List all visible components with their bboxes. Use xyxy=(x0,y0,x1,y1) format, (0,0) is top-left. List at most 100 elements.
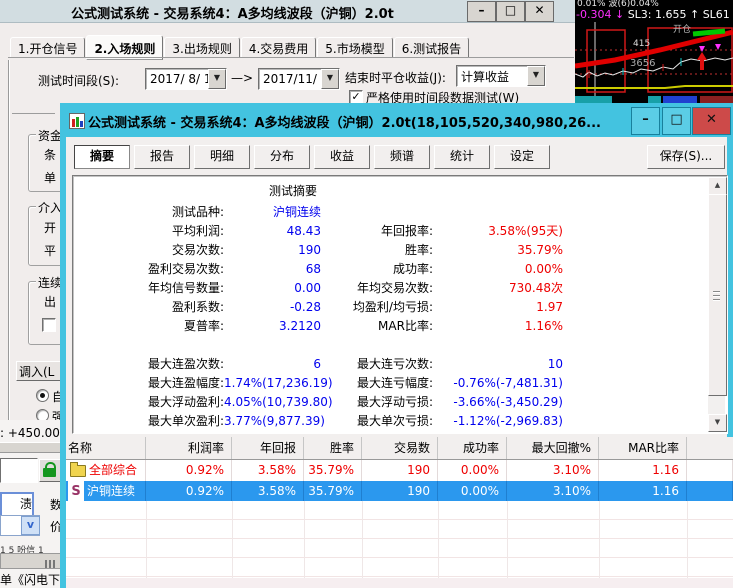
col-trades[interactable]: 交易数 xyxy=(362,437,438,459)
summary-title: 测试摘要 xyxy=(268,184,317,198)
range-arrow: —> xyxy=(231,71,254,85)
price-label-3656: 3656 xyxy=(630,58,655,69)
col-win-rate[interactable]: 胜率 xyxy=(304,437,362,459)
tab-test-report[interactable]: 6.测试报告 xyxy=(393,37,470,58)
close-profit-value: 计算收益 xyxy=(461,69,510,84)
radio-auto[interactable] xyxy=(36,389,49,402)
tab-trade-cost[interactable]: 4.交易费用 xyxy=(240,37,317,58)
buy-arrow-stem xyxy=(700,60,704,70)
quantity-label: 数 xyxy=(50,498,63,512)
summary-row: 最大浮动盈利: 4.05%(10,739.80) 最大浮动亏损: -3.66%(-3,… xyxy=(81,393,711,412)
col-profit-rate[interactable]: 利润率 xyxy=(146,437,232,459)
chart-stat-text: 0.01% 波(6)0.04% xyxy=(577,0,659,9)
status-strip xyxy=(663,96,697,104)
scroll-down-icon[interactable]: ▼ xyxy=(708,414,727,432)
price-combo[interactable]: v xyxy=(0,515,40,536)
chevron-down-icon[interactable]: ▼ xyxy=(321,69,339,89)
thumb-grip xyxy=(713,295,720,296)
thumb-grip xyxy=(713,299,720,300)
status-strip xyxy=(700,96,733,104)
label: 平均利润: xyxy=(171,224,224,238)
dtab-settings[interactable]: 设定 xyxy=(494,145,550,169)
col-name[interactable]: 名称 xyxy=(66,437,146,459)
entry-item-1: 开 xyxy=(44,221,57,235)
vertical-scrollbar[interactable]: ▲ ▼ xyxy=(708,177,727,432)
chevron-down-icon[interactable]: ▼ xyxy=(527,66,545,86)
bg-minimize-button[interactable]: – xyxy=(467,1,496,22)
status-strip xyxy=(648,96,661,104)
table-row-total[interactable]: 全部综合 0.92% 3.58% 35.79% 190 0.00% 3.10% … xyxy=(66,460,733,481)
dialog-titlebar[interactable]: 公式测试系统 - 交易系统4：A多均线波段（沪铜）2.0t(18,105,520… xyxy=(60,103,733,137)
dtab-distribution[interactable]: 分布 xyxy=(254,145,310,169)
results-table: 名称 利润率 年回报 胜率 交易数 成功率 最大回撤% MAR比率 全部综合 0… xyxy=(66,437,733,502)
tab-exit-rules[interactable]: 3.出场规则 xyxy=(164,37,240,58)
scroll-up-icon[interactable]: ▲ xyxy=(708,177,727,195)
col-annual-return[interactable]: 年回报 xyxy=(232,437,304,459)
chevron-down-icon[interactable]: v xyxy=(21,516,40,535)
dtab-summary[interactable]: 摘要 xyxy=(74,145,130,169)
label: MAR比率: xyxy=(378,319,433,333)
dialog-maximize-button[interactable]: □ xyxy=(662,107,691,135)
cell: 35.79% xyxy=(304,460,362,481)
row-name: 全部综合 xyxy=(89,463,138,477)
horizontal-scrollbar[interactable] xyxy=(0,553,61,569)
value: 0.00% xyxy=(524,262,563,276)
date-from-value: 2017/ 8/ 1 xyxy=(150,72,208,86)
col-success-rate[interactable]: 成功率 xyxy=(438,437,507,459)
col-mar-ratio[interactable]: MAR比率 xyxy=(599,437,687,459)
close-profit-combo[interactable]: 计算收益 ▼ xyxy=(456,65,546,87)
strict-test-checkbox[interactable]: ✓ xyxy=(349,90,363,104)
cell: 3.10% xyxy=(507,460,599,481)
cell: 190 xyxy=(362,481,438,502)
save-button[interactable]: 保存(S)... xyxy=(647,145,725,169)
dtab-statistics[interactable]: 统计 xyxy=(434,145,490,169)
cell: 3.10% xyxy=(507,481,599,502)
close-profit-label: 结束时平仓收益(J): xyxy=(345,71,446,85)
col-max-drawdown[interactable]: 最大回撤% xyxy=(507,437,599,459)
value: -0.76%(-7,481.31) xyxy=(453,376,563,390)
period-label: 测试时间段(S): xyxy=(38,74,120,88)
dtab-spectrum[interactable]: 频谱 xyxy=(374,145,430,169)
tab-market-model[interactable]: 5.市场模型 xyxy=(317,37,393,58)
signal-box xyxy=(586,29,626,93)
label: 最大连亏次数: xyxy=(356,357,433,371)
value: 730.48次 xyxy=(509,281,563,295)
dtab-report[interactable]: 报告 xyxy=(134,145,190,169)
icon-bar xyxy=(72,119,75,127)
bottom-tab-flash-order[interactable]: 单《闪电下单 xyxy=(0,573,73,587)
chevron-down-icon[interactable]: ▼ xyxy=(208,69,226,89)
sell-arrow-icon xyxy=(699,46,705,52)
dialog-close-button[interactable]: ✕ xyxy=(692,107,731,135)
label: 最大连亏幅度: xyxy=(356,376,433,390)
label: 成功率: xyxy=(392,262,433,276)
thumb-grip xyxy=(713,291,720,292)
order-input[interactable] xyxy=(0,458,38,483)
label: 年均交易次数: xyxy=(356,281,433,295)
chart-icon xyxy=(69,113,85,129)
dtab-profit[interactable]: 收益 xyxy=(314,145,370,169)
table-row-symbol-selected[interactable]: S 沪铜连续 0.92% 3.58% 35.79% 190 0.00% 3.10%… xyxy=(66,481,733,502)
scrollbar-thumb[interactable] xyxy=(708,194,727,396)
dialog-minimize-button[interactable]: – xyxy=(631,107,660,135)
buy-arrow-icon xyxy=(697,52,707,60)
continuous-checkbox[interactable] xyxy=(42,318,56,332)
tab-open-signal[interactable]: 1.开仓信号 xyxy=(10,37,86,58)
tab-entry-rules[interactable]: 2.入场规则 xyxy=(86,35,164,60)
date-to-combo[interactable]: 2017/11/ 5 ▼ xyxy=(258,68,340,90)
date-from-combo[interactable]: 2017/ 8/ 1 ▼ xyxy=(145,68,227,90)
value: -0.28 xyxy=(289,300,321,314)
summary-row: 交易次数: 190 胜率: 35.79% xyxy=(81,241,711,260)
lock-button[interactable] xyxy=(39,459,61,482)
bg-close-button[interactable]: ✕ xyxy=(525,1,554,22)
cell: 0.00% xyxy=(438,481,507,502)
load-button[interactable]: 调入(L xyxy=(16,361,68,381)
bg-maximize-button[interactable]: □ xyxy=(496,1,525,22)
dtab-detail[interactable]: 明细 xyxy=(194,145,250,169)
cell: 1.16 xyxy=(599,481,687,502)
bg-window-titlebar: 公式测试系统 - 交易系统4：A多均线波段（沪铜）2.0t – □ ✕ xyxy=(0,0,575,23)
group-entry-label: 介入 xyxy=(36,199,65,216)
radio-dot xyxy=(40,393,45,398)
summary-row: 最大回撤幅度:3.10%最大回撤时间:2017/09/22 18:41:00 xyxy=(81,431,711,433)
date-to-value: 2017/11/ 5 xyxy=(263,72,321,86)
